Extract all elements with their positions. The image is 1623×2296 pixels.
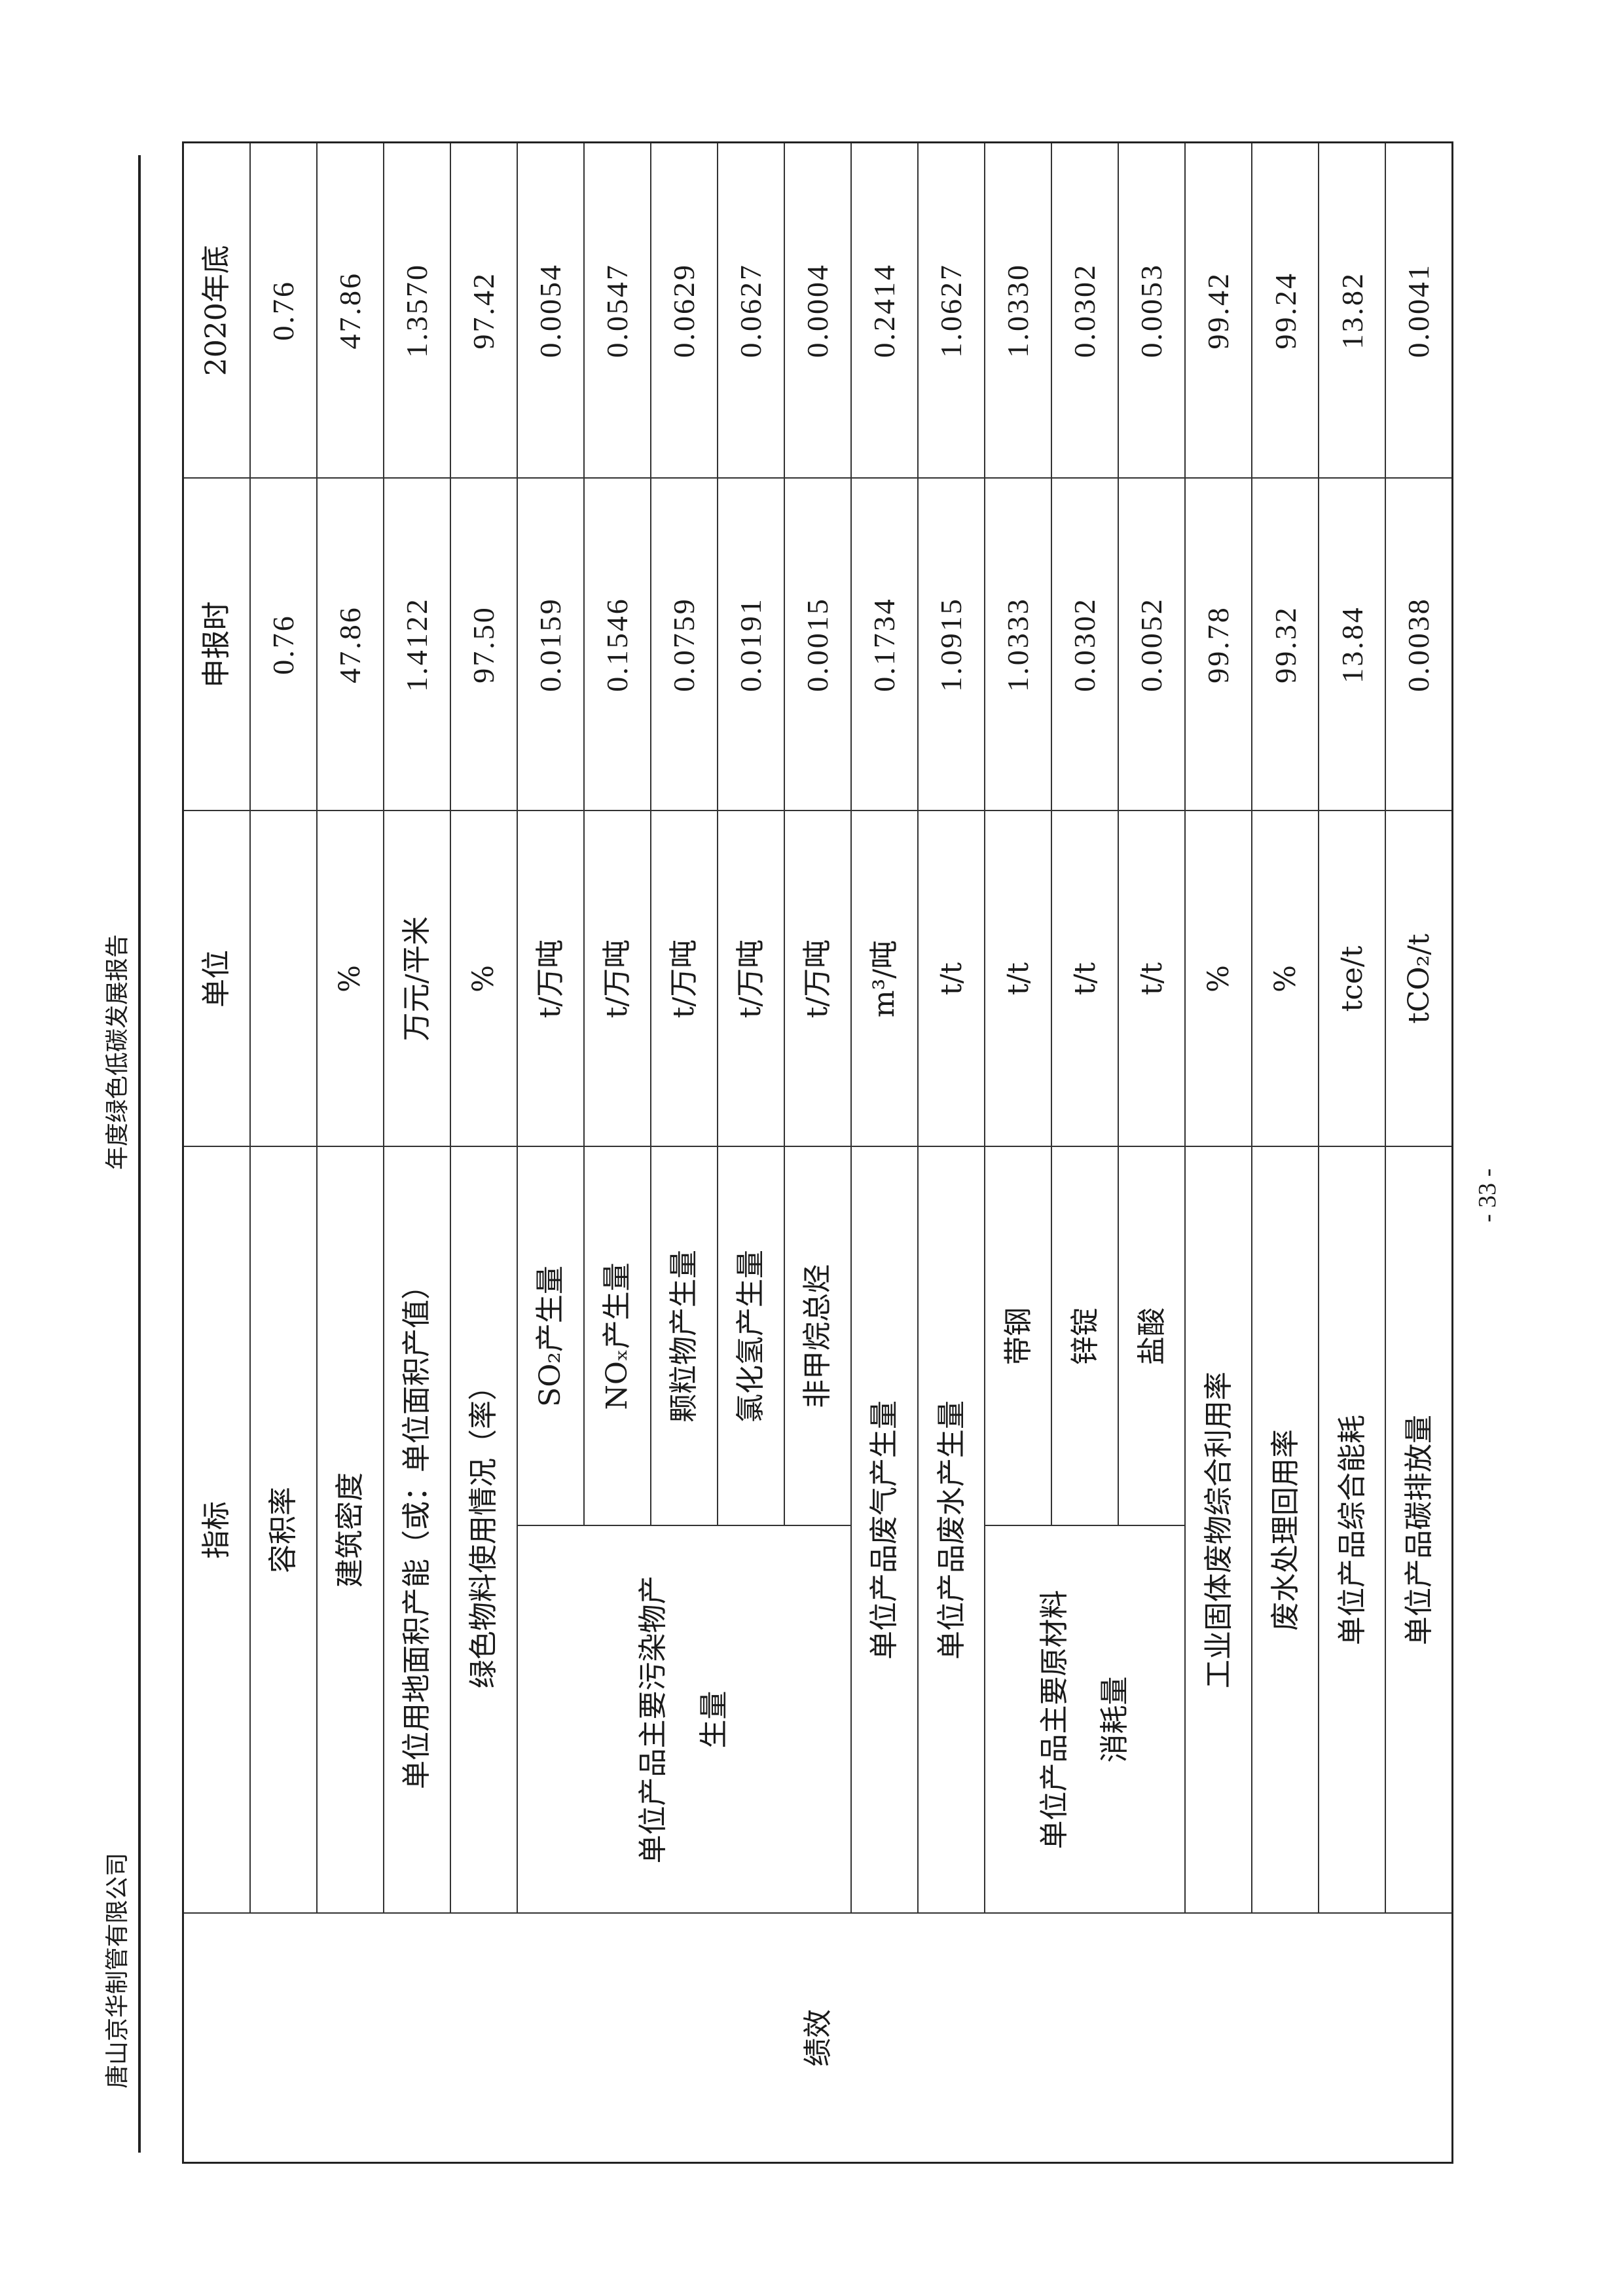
unit-cell: t/t (1051, 811, 1119, 1147)
unit-cell: % (450, 811, 517, 1147)
end-2020-value: 1.0627 (918, 142, 985, 479)
unit-cell: t/t (1118, 811, 1186, 1147)
unit-cell: t/t (985, 811, 1052, 1147)
group-label: 单位产品主要污染物产 生量 (517, 1525, 851, 1914)
table-row: 废水处理回用率% 99.32 99.24 (1252, 142, 1319, 2163)
running-header-title: 年度绿色低碳发展报告 (104, 934, 131, 1170)
unit-cell: tce/t (1319, 811, 1386, 1147)
end-2020-value: 0.0627 (717, 142, 784, 479)
table-row: 单位产品碳排放量 tCO₂/t 0.0038 0.0041 (1385, 142, 1453, 2163)
end-2020-value: 1.0330 (985, 142, 1052, 479)
unit-cell: t/万吨 (517, 811, 584, 1147)
declared-value: 99.32 (1252, 478, 1319, 811)
indicator-cell: 工业固体废物综合利用率 (1185, 1146, 1252, 1914)
sub-indicator-cell: 盐酸 (1118, 1146, 1186, 1526)
sub-indicator-cell: NOₓ产生量 (583, 1146, 651, 1526)
unit-cell: t/万吨 (583, 811, 651, 1147)
end-2020-value: 0.0054 (517, 142, 584, 479)
end-2020-value: 13.82 (1319, 142, 1386, 479)
end-2020-value: 97.42 (450, 142, 517, 479)
sub-indicator-cell: SO₂产生量 (517, 1146, 584, 1526)
declared-value: 0.0302 (1051, 478, 1119, 811)
table-row: 单位产品废气产生量 m³/吨 0.1734 0.2414 (850, 142, 919, 2163)
unit-cell: t/万吨 (650, 811, 718, 1147)
declared-value: 1.4122 (383, 478, 450, 811)
unit-cell: t/万吨 (784, 811, 851, 1147)
end-2020-value: 0.76 (249, 142, 317, 479)
end-2020-value: 0.0004 (784, 142, 851, 479)
sub-indicator-cell: 带钢 (985, 1146, 1052, 1526)
table-row: 单位产品废水产生量 t/t 1.0915 1.0627 (918, 142, 985, 2163)
indicator-cell: 容积率 (249, 1146, 317, 1914)
end-2020-value: 0.0547 (583, 142, 651, 479)
performance-table: 绩效 指标 单位 申报时 2020年底 容积率 0.76 0.76 建筑密度% 47.8… (182, 141, 1453, 2164)
declared-value: 0.76 (249, 478, 317, 811)
unit-cell: t/万吨 (717, 811, 784, 1147)
running-header-company: 唐山京华制管有限公司 (104, 1852, 131, 2088)
unit-cell: m³/吨 (850, 811, 919, 1147)
header-indicator: 指标 (183, 1146, 250, 1914)
end-2020-value: 0.0629 (650, 142, 718, 479)
indicator-cell: 单位产品碳排放量 (1385, 1146, 1453, 1914)
table-row: 容积率 0.76 0.76 (249, 142, 317, 2163)
sub-indicator-cell: 锌锭 (1051, 1146, 1119, 1526)
table-row: 单位用地面积产能（或：单位面积产值） 万元/平米 1.4122 1.3570 (383, 142, 450, 2163)
sub-indicator-cell: 颗粒物产生量 (650, 1146, 718, 1526)
indicator-cell: 单位产品废水产生量 (918, 1146, 985, 1914)
indicator-cell: 单位产品综合能耗 (1319, 1146, 1386, 1914)
declared-value: 0.0052 (1118, 478, 1186, 811)
header-unit: 单位 (183, 811, 250, 1147)
declared-value: 97.50 (450, 478, 517, 811)
header-end-2020: 2020年底 (183, 142, 250, 479)
declared-value: 0.0038 (1385, 478, 1453, 811)
declared-value: 0.0159 (517, 478, 584, 811)
end-2020-value: 47.86 (316, 142, 384, 479)
page-number: - 33 - (1474, 1168, 1501, 1222)
indicator-cell: 建筑密度 (316, 1146, 384, 1914)
header-divider (138, 155, 141, 2153)
declared-value: 47.86 (316, 478, 384, 811)
end-2020-value: 0.2414 (850, 142, 919, 479)
declared-value: 1.0915 (918, 478, 985, 811)
table-row: 单位产品综合能耗 tce/t 13.84 13.82 (1319, 142, 1386, 2163)
unit-cell: t/t (918, 811, 985, 1147)
table-row: 单位产品主要污染物产 生量 SO₂产生量 t/万吨 0.0159 0.0054 (517, 142, 851, 2163)
indicator-cell: 废水处理回用率 (1252, 1146, 1319, 1914)
declared-value: 99.78 (1185, 478, 1252, 811)
declared-value: 0.0191 (717, 478, 784, 811)
section-label: 绩效 (183, 1913, 1453, 2163)
indicator-cell: 绿色物料使用情况（率） (450, 1146, 517, 1914)
declared-value: 0.1546 (583, 478, 651, 811)
declared-value: 1.0333 (985, 478, 1052, 811)
unit-cell: % (316, 811, 384, 1147)
sub-indicator-cell: 氯化氢产生量 (717, 1146, 784, 1526)
table-row: 绿色物料使用情况（率）% 97.50 97.42 (450, 142, 517, 2163)
unit-cell: % (1185, 811, 1252, 1147)
header-row: 绩效 指标 单位 申报时 2020年底 (183, 142, 1453, 2163)
unit-cell: 万元/平米 (383, 811, 450, 1147)
indicator-cell: 单位用地面积产能（或：单位面积产值） (383, 1146, 450, 1914)
unit-cell: tCO₂/t (1385, 811, 1453, 1147)
end-2020-value: 99.42 (1185, 142, 1252, 479)
end-2020-value: 1.3570 (383, 142, 450, 479)
unit-cell: % (1252, 811, 1319, 1147)
group-label: 单位产品主要原材料 消耗量 (985, 1525, 1186, 1914)
table-row: 建筑密度% 47.86 47.86 (316, 142, 384, 2163)
unit-cell (249, 811, 317, 1147)
end-2020-value: 99.24 (1252, 142, 1319, 479)
end-2020-value: 0.0041 (1385, 142, 1453, 479)
indicator-cell: 单位产品废气产生量 (850, 1146, 919, 1914)
declared-value: 13.84 (1319, 478, 1386, 811)
end-2020-value: 0.0053 (1118, 142, 1186, 479)
sub-indicator-cell: 非甲烷总烃 (784, 1146, 851, 1526)
declared-value: 0.1734 (850, 478, 919, 811)
header-declared: 申报时 (183, 478, 250, 811)
table-row: 单位产品主要原材料 消耗量 带钢 t/t 1.0333 1.0330 (985, 142, 1186, 2163)
end-2020-value: 0.0302 (1051, 142, 1119, 479)
declared-value: 0.0015 (784, 478, 851, 811)
table-row: 工业固体废物综合利用率% 99.78 99.42 (1185, 142, 1252, 2163)
declared-value: 0.0759 (650, 478, 718, 811)
